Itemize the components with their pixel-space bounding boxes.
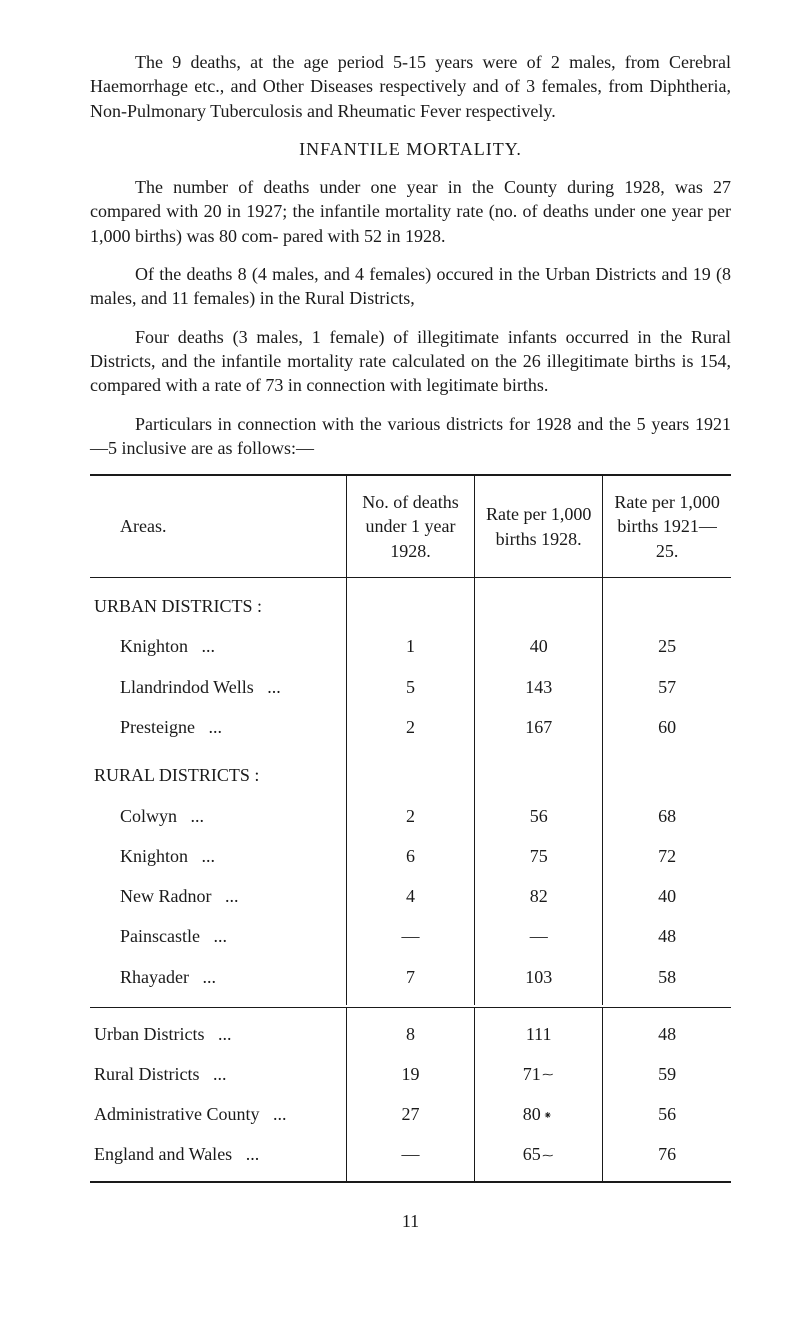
paragraph-urban-rural-split: Of the deaths 8 (4 males, and 4 females)…: [90, 262, 731, 311]
row-value: 111: [475, 1007, 603, 1054]
mortality-table: Areas. No. of deaths under 1 year 1928. …: [90, 474, 731, 1183]
table-row: Rural Districts 19 71⁓ 59: [90, 1054, 731, 1094]
row-value: 5: [346, 667, 474, 707]
row-value: 80⁕: [475, 1094, 603, 1134]
paragraph-particulars: Particulars in connection with the vario…: [90, 412, 731, 461]
table-row: New Radnor 4 82 40: [90, 876, 731, 916]
section-label-urban: URBAN DISTRICTS :: [90, 578, 346, 627]
section-heading-infantile: INFANTILE MORTALITY.: [90, 137, 731, 161]
row-value: 76: [603, 1134, 731, 1180]
row-label: Rural Districts: [94, 1064, 227, 1084]
header-rate-1928: Rate per 1,000 births 1928.: [475, 476, 603, 577]
row-label: New Radnor: [120, 886, 238, 906]
row-value: 1: [346, 626, 474, 666]
row-value: —: [346, 916, 474, 956]
row-label: Colwyn: [120, 806, 204, 826]
row-value: 71⁓: [475, 1054, 603, 1094]
row-label: England and Wales: [94, 1144, 259, 1164]
row-label: Urban Districts: [94, 1024, 231, 1044]
table-row: Administrative County 27 80⁕ 56: [90, 1094, 731, 1134]
paragraph-illegitimate: Four deaths (3 males, 1 female) of illeg…: [90, 325, 731, 398]
header-deaths: No. of deaths under 1 year 1928.: [346, 476, 474, 577]
row-value: 75: [475, 836, 603, 876]
row-label: Painscastle: [120, 926, 227, 946]
row-value: 103: [475, 957, 603, 1005]
row-value: 82: [475, 876, 603, 916]
table-row: Rhayader 7 103 58: [90, 957, 731, 1005]
row-value: 19: [346, 1054, 474, 1094]
row-value: 6: [346, 836, 474, 876]
row-value: —: [475, 916, 603, 956]
row-value: 40: [603, 876, 731, 916]
row-value: 65⁓: [475, 1134, 603, 1180]
table-row: Knighton 1 40 25: [90, 626, 731, 666]
row-value: 2: [346, 796, 474, 836]
row-value: 25: [603, 626, 731, 666]
row-value: 60: [603, 707, 731, 747]
row-value: —: [346, 1134, 474, 1180]
row-value: 8: [346, 1007, 474, 1054]
row-value: 58: [603, 957, 731, 1005]
row-value: 57: [603, 667, 731, 707]
table-header-row: Areas. No. of deaths under 1 year 1928. …: [90, 476, 731, 577]
table-row: Knighton 6 75 72: [90, 836, 731, 876]
row-label: Llandrindod Wells: [120, 677, 281, 697]
row-value: 56: [475, 796, 603, 836]
row-value: 48: [603, 916, 731, 956]
row-label: Knighton: [120, 846, 215, 866]
row-value: 56: [603, 1094, 731, 1134]
section-label-rural: RURAL DISTRICTS :: [90, 747, 346, 795]
row-value: 2: [346, 707, 474, 747]
header-areas: Areas.: [90, 476, 346, 577]
row-value: 48: [603, 1007, 731, 1054]
row-value: 68: [603, 796, 731, 836]
row-value: 4: [346, 876, 474, 916]
page-number: 11: [90, 1209, 731, 1233]
row-value: 40: [475, 626, 603, 666]
row-value: 7: [346, 957, 474, 1005]
table-row: Presteigne 2 167 60: [90, 707, 731, 747]
table-row: Colwyn 2 56 68: [90, 796, 731, 836]
table-row: Llandrindod Wells 5 143 57: [90, 667, 731, 707]
row-value: 59: [603, 1054, 731, 1094]
row-label: Administrative County: [94, 1104, 287, 1124]
paragraph-deaths-age: The 9 deaths, at the age period 5-15 yea…: [90, 50, 731, 123]
header-rate-1921-25: Rate per 1,000 births 1921—25.: [603, 476, 731, 577]
row-value: 167: [475, 707, 603, 747]
section-rural-districts: RURAL DISTRICTS :: [90, 747, 731, 795]
row-label: Presteigne: [120, 717, 222, 737]
row-value: 143: [475, 667, 603, 707]
table-row: Painscastle — — 48: [90, 916, 731, 956]
row-label: Rhayader: [120, 967, 216, 987]
row-value: 72: [603, 836, 731, 876]
table-row: England and Wales — 65⁓ 76: [90, 1134, 731, 1180]
section-urban-districts: URBAN DISTRICTS :: [90, 578, 731, 627]
paragraph-deaths-under-year: The number of deaths under one year in t…: [90, 175, 731, 248]
table-row: Urban Districts 8 111 48: [90, 1007, 731, 1054]
row-label: Knighton: [120, 636, 215, 656]
row-value: 27: [346, 1094, 474, 1134]
